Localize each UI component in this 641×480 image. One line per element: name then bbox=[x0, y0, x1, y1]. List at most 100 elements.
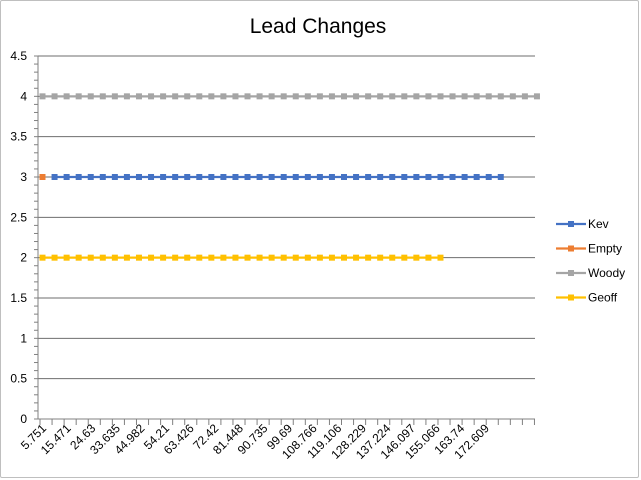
data-point bbox=[377, 174, 384, 180]
y-tick-label: 3 bbox=[20, 170, 27, 184]
legend-label: Geoff bbox=[588, 291, 618, 305]
data-point bbox=[184, 254, 191, 261]
data-point bbox=[232, 93, 239, 100]
data-point bbox=[63, 93, 70, 100]
data-point bbox=[304, 254, 311, 261]
data-point bbox=[353, 254, 360, 261]
data-point bbox=[232, 254, 239, 261]
data-point bbox=[184, 93, 191, 100]
data-point bbox=[268, 93, 275, 100]
data-point bbox=[172, 93, 179, 100]
data-point bbox=[280, 93, 287, 100]
data-point bbox=[208, 174, 215, 180]
data-point bbox=[111, 254, 118, 261]
data-point bbox=[461, 93, 468, 100]
data-point bbox=[256, 254, 263, 261]
data-point bbox=[135, 254, 142, 261]
data-point bbox=[497, 174, 504, 180]
data-point bbox=[160, 254, 167, 261]
data-point bbox=[160, 93, 167, 100]
data-point bbox=[111, 174, 118, 180]
data-point bbox=[51, 254, 58, 261]
data-point bbox=[244, 254, 251, 261]
legend-item-empty: Empty bbox=[556, 242, 622, 256]
data-point bbox=[160, 174, 167, 180]
data-point bbox=[123, 254, 130, 261]
data-point bbox=[377, 93, 384, 100]
data-point bbox=[341, 93, 347, 100]
data-point bbox=[75, 174, 82, 180]
data-point bbox=[39, 174, 46, 180]
x-axis bbox=[39, 419, 535, 425]
data-point bbox=[123, 174, 130, 180]
data-point bbox=[280, 174, 287, 180]
data-point bbox=[401, 254, 408, 261]
data-point bbox=[268, 254, 275, 261]
data-point bbox=[509, 93, 516, 100]
data-point bbox=[51, 174, 58, 180]
data-point bbox=[87, 93, 94, 100]
data-point bbox=[316, 254, 323, 261]
y-tick-label: 1 bbox=[20, 331, 27, 345]
data-point bbox=[341, 254, 347, 261]
data-point bbox=[328, 254, 335, 261]
series-woody bbox=[39, 93, 540, 100]
y-tick-label: 1.5 bbox=[10, 291, 27, 305]
data-point bbox=[353, 93, 360, 100]
data-point bbox=[280, 254, 287, 261]
data-point bbox=[473, 174, 480, 180]
data-point bbox=[437, 254, 444, 261]
chart-title: Lead Changes bbox=[250, 15, 387, 38]
y-tick-label: 0.5 bbox=[10, 372, 27, 386]
data-point bbox=[292, 174, 299, 180]
data-point bbox=[268, 174, 275, 180]
data-point bbox=[232, 174, 239, 180]
series-layer bbox=[39, 93, 540, 261]
data-point bbox=[39, 254, 46, 261]
y-tick-label: 2.5 bbox=[10, 210, 27, 224]
data-point bbox=[51, 93, 58, 100]
data-point bbox=[172, 174, 179, 180]
data-point bbox=[365, 254, 372, 261]
data-point bbox=[196, 254, 203, 261]
series-geoff bbox=[39, 254, 444, 261]
data-point bbox=[304, 174, 311, 180]
data-point bbox=[485, 93, 492, 100]
data-point bbox=[75, 254, 82, 261]
legend-marker bbox=[568, 270, 574, 276]
data-point bbox=[485, 174, 492, 180]
data-point bbox=[389, 254, 396, 261]
data-point bbox=[425, 174, 432, 180]
data-point bbox=[196, 174, 203, 180]
legend: Kev Empty Woody Geoff bbox=[556, 217, 625, 305]
x-axis-tick-labels: 5.75115.47124.6333.63544.98254.2163.4267… bbox=[18, 421, 492, 462]
data-point bbox=[75, 93, 82, 100]
data-point bbox=[304, 93, 311, 100]
gridlines bbox=[34, 55, 535, 420]
data-point bbox=[449, 93, 456, 100]
data-point bbox=[401, 174, 408, 180]
legend-item-kev: Kev bbox=[556, 217, 609, 231]
data-point bbox=[425, 93, 432, 100]
data-point bbox=[413, 174, 420, 180]
legend-label: Empty bbox=[588, 242, 622, 256]
data-point bbox=[341, 174, 347, 180]
data-point bbox=[220, 174, 227, 180]
data-point bbox=[87, 174, 94, 180]
data-point bbox=[292, 254, 299, 261]
y-tick-label: 4 bbox=[20, 89, 27, 103]
data-point bbox=[208, 254, 215, 261]
data-point bbox=[172, 254, 179, 261]
data-point bbox=[148, 93, 155, 100]
data-point bbox=[256, 93, 263, 100]
data-point bbox=[449, 174, 456, 180]
legend-label: Kev bbox=[588, 217, 609, 231]
data-point bbox=[473, 93, 480, 100]
data-point bbox=[220, 93, 227, 100]
legend-label: Woody bbox=[588, 266, 625, 280]
data-point bbox=[256, 174, 263, 180]
data-point bbox=[521, 93, 528, 100]
data-point bbox=[316, 174, 323, 180]
